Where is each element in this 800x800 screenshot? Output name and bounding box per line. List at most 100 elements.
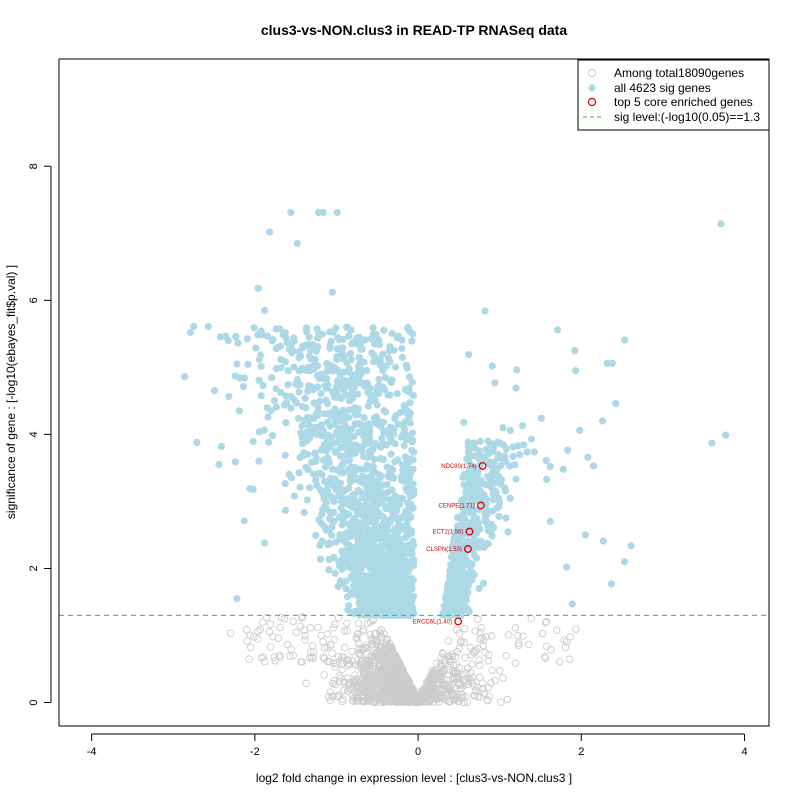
background-gene-point bbox=[484, 650, 493, 659]
sig-gene-point bbox=[465, 351, 473, 359]
sig-gene-point bbox=[324, 381, 332, 389]
sig-gene-point bbox=[514, 442, 522, 450]
sig-gene-point bbox=[342, 585, 350, 593]
sig-gene-point bbox=[233, 595, 241, 603]
background-gene-point bbox=[283, 640, 292, 649]
sig-gene-point bbox=[475, 541, 483, 549]
background-gene-point bbox=[411, 698, 419, 706]
background-gene-point bbox=[339, 695, 347, 703]
sig-gene-point bbox=[354, 587, 362, 595]
sig-gene-point bbox=[607, 580, 616, 588]
sig-gene-point bbox=[329, 482, 337, 490]
sig-gene-point bbox=[381, 598, 389, 606]
sig-gene-point bbox=[216, 333, 224, 341]
sig-gene-point bbox=[484, 445, 492, 453]
core-gene-label: CLSPN(1.53) bbox=[426, 547, 462, 553]
sig-gene-point bbox=[386, 358, 394, 366]
sig-gene-point bbox=[386, 391, 394, 399]
sig-gene-point bbox=[375, 336, 383, 344]
background-gene-point bbox=[328, 649, 336, 657]
background-gene-point bbox=[541, 654, 550, 662]
sig-gene-point bbox=[388, 329, 396, 337]
sig-gene-point bbox=[363, 366, 371, 375]
sig-gene-point bbox=[313, 383, 322, 391]
background-gene-point bbox=[385, 666, 393, 674]
sig-gene-point bbox=[360, 541, 368, 549]
sig-gene-point bbox=[186, 328, 194, 337]
sig-gene-point bbox=[348, 386, 356, 394]
sig-gene-point bbox=[389, 505, 397, 513]
sig-gene-point bbox=[306, 484, 314, 492]
background-gene-point bbox=[310, 648, 318, 656]
sig-gene-point bbox=[303, 496, 311, 504]
x-tick-label: 4 bbox=[741, 746, 747, 758]
background-gene-point bbox=[384, 643, 393, 651]
sig-gene-point bbox=[281, 451, 289, 459]
sig-gene-point bbox=[365, 433, 373, 441]
background-gene-point bbox=[359, 668, 368, 677]
background-gene-point bbox=[470, 649, 478, 657]
sig-gene-point bbox=[277, 389, 285, 397]
sig-gene-point bbox=[243, 335, 251, 343]
sig-gene-point bbox=[256, 351, 265, 359]
sig-gene-point bbox=[312, 531, 320, 539]
background-gene-point bbox=[481, 649, 489, 657]
sig-gene-point bbox=[467, 543, 475, 551]
background-gene-point bbox=[340, 643, 349, 652]
sig-gene-point bbox=[377, 443, 385, 451]
sig-gene-point bbox=[372, 330, 380, 339]
sig-gene-point bbox=[384, 426, 392, 434]
background-gene-point bbox=[297, 658, 305, 666]
sig-gene-point bbox=[310, 429, 319, 437]
core-gene-label: NDC80(1.74) bbox=[441, 464, 476, 470]
background-gene-point bbox=[355, 649, 363, 657]
sig-gene-point bbox=[299, 439, 307, 448]
sig-gene-point bbox=[407, 469, 415, 477]
background-gene-point bbox=[453, 625, 461, 634]
sig-gene-point bbox=[621, 558, 629, 566]
background-gene-point bbox=[466, 643, 475, 652]
background-gene-point bbox=[514, 631, 522, 640]
background-gene-point bbox=[443, 690, 451, 698]
sig-gene-point bbox=[321, 523, 329, 531]
sig-gene-point bbox=[571, 347, 579, 355]
sig-gene-point bbox=[344, 553, 353, 561]
sig-gene-point bbox=[398, 495, 407, 503]
sig-gene-point bbox=[385, 575, 393, 583]
sig-gene-point bbox=[361, 534, 369, 542]
background-gene-point bbox=[478, 679, 487, 687]
legend-marker-sig bbox=[588, 84, 596, 92]
sig-gene-point bbox=[447, 598, 455, 607]
sig-gene-point bbox=[530, 448, 539, 456]
sig-gene-point bbox=[513, 366, 521, 374]
sig-gene-point bbox=[502, 445, 510, 453]
sig-gene-point bbox=[612, 400, 620, 408]
background-gene-point bbox=[340, 627, 349, 635]
sig-gene-point bbox=[463, 556, 471, 564]
sig-gene-point bbox=[464, 581, 472, 590]
background-gene-point bbox=[365, 661, 374, 670]
sig-gene-point bbox=[328, 531, 336, 539]
sig-gene-point bbox=[387, 450, 395, 458]
sig-gene-point bbox=[386, 569, 394, 577]
sig-gene-point bbox=[317, 372, 325, 380]
y-tick-label: 8 bbox=[28, 163, 40, 169]
sig-gene-point bbox=[259, 381, 267, 390]
sig-gene-point bbox=[250, 324, 258, 332]
background-gene-point bbox=[378, 664, 386, 673]
sig-gene-point bbox=[506, 426, 514, 434]
sig-gene-point bbox=[293, 375, 301, 384]
background-gene-point bbox=[499, 674, 507, 682]
sig-gene-point bbox=[347, 425, 356, 433]
sig-gene-point bbox=[387, 435, 395, 443]
sig-gene-point bbox=[405, 388, 413, 396]
core-gene-point bbox=[478, 461, 487, 470]
background-gene-point bbox=[358, 656, 366, 665]
sig-gene-point bbox=[331, 405, 339, 413]
sig-gene-point bbox=[337, 497, 345, 505]
background-gene-point bbox=[396, 676, 404, 684]
sig-gene-point bbox=[372, 501, 381, 509]
sig-gene-point bbox=[491, 440, 499, 448]
background-gene-point bbox=[274, 634, 283, 642]
sig-gene-point bbox=[386, 343, 394, 351]
